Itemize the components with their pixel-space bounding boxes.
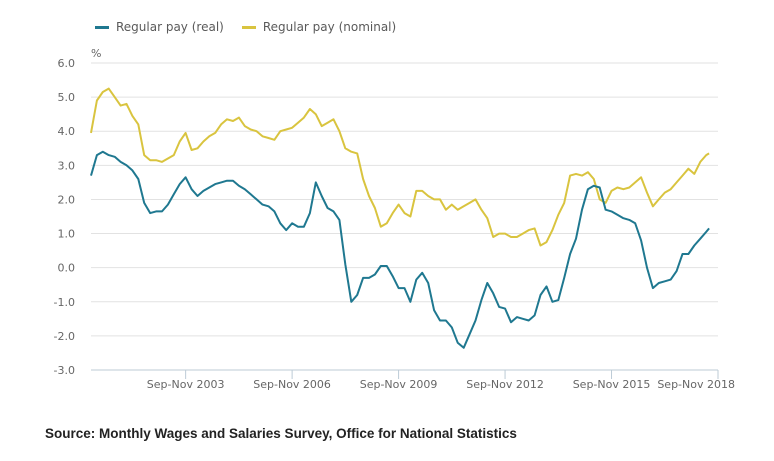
legend-item-nominal[interactable]: Regular pay (nominal): [241, 20, 397, 34]
y-tick-label: -3.0: [54, 364, 75, 377]
x-tick-label: Sep-Nov 2009: [360, 378, 438, 391]
series-line-nominal: [90, 87, 710, 247]
x-tick-label: Sep-Nov 2015: [573, 378, 651, 391]
source-note: Source: Monthly Wages and Salaries Surve…: [45, 426, 517, 441]
x-axis: Sep-Nov 2003 Sep-Nov 2006 Sep-Nov 2009 Sep-…: [91, 369, 735, 391]
gridlines: [91, 62, 718, 337]
y-tick-label: 3.0: [58, 159, 76, 172]
y-tick-label: 6.0: [58, 57, 76, 70]
x-tick-label: Sep-Nov 2003: [147, 378, 225, 391]
legend-swatch-nominal: [241, 25, 256, 29]
legend-item-real[interactable]: Regular pay (real): [95, 20, 224, 34]
y-tick-label: 1.0: [58, 228, 76, 241]
y-tick-label: -2.0: [54, 330, 75, 343]
y-tick-label: 2.0: [58, 193, 76, 206]
y-tick-label: -1.0: [54, 296, 75, 309]
x-tick-label: Sep-Nov 2012: [466, 378, 544, 391]
legend: Regular pay (real) Regular pay (nominal): [95, 20, 414, 34]
legend-label-nominal: Regular pay (nominal): [262, 20, 397, 34]
y-tick-label: 0.0: [58, 262, 76, 275]
x-tick-label: Sep-Nov 2006: [253, 378, 331, 391]
legend-swatch-real: [95, 25, 109, 29]
series-lines: [90, 87, 710, 349]
series-line-real: [90, 150, 710, 349]
legend-label-real: Regular pay (real): [116, 20, 224, 34]
y-tick-label: 5.0: [58, 91, 76, 104]
x-tick-label: Sep-Nov 2018: [657, 378, 735, 391]
y-axis: 6.0 5.0 4.0 3.0 2.0 1.0 0.0 -1.0 -2.0 -3.0%: [54, 47, 102, 377]
y-tick-label: 4.0: [58, 125, 76, 138]
y-axis-unit: %: [91, 47, 101, 60]
